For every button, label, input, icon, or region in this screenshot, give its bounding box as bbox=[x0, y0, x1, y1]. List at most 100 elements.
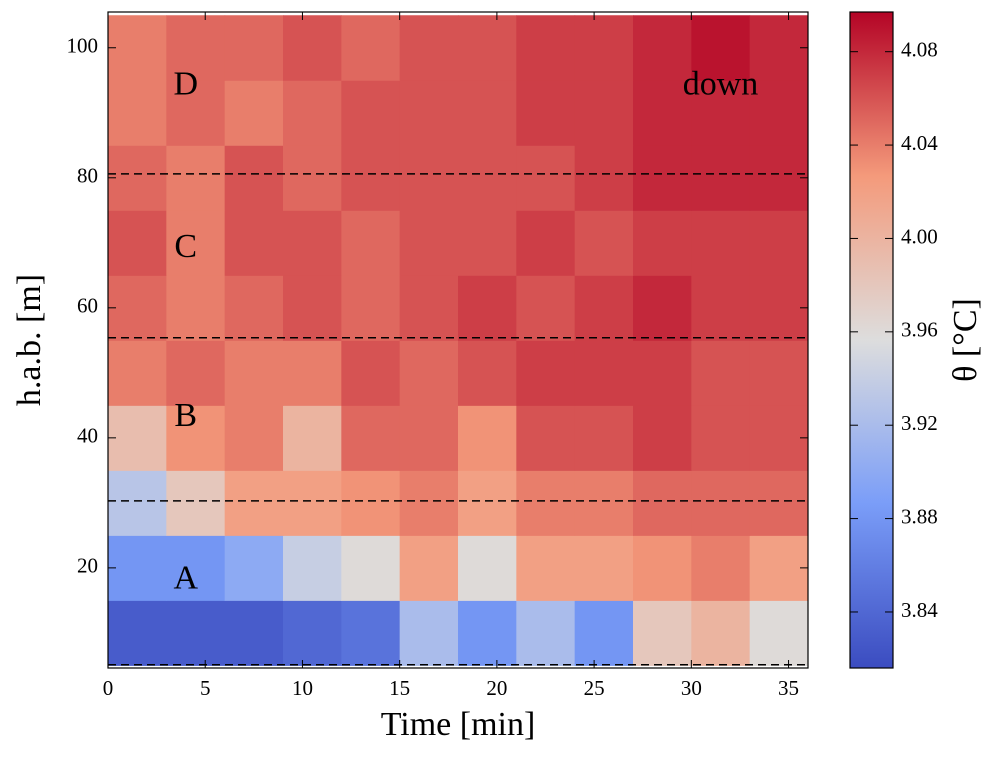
heat-cell bbox=[166, 405, 226, 471]
colorbar-tick-label: 3.88 bbox=[901, 504, 938, 528]
heat-cell bbox=[633, 210, 692, 276]
heat-cell bbox=[458, 15, 517, 81]
heat-cell bbox=[574, 275, 634, 341]
heat-cell bbox=[691, 275, 751, 341]
heat-cell bbox=[458, 470, 517, 536]
heat-cell bbox=[633, 535, 692, 601]
heat-cell bbox=[633, 340, 692, 406]
x-tick-label: 30 bbox=[681, 676, 702, 700]
heat-cell bbox=[108, 600, 167, 666]
heat-cell bbox=[516, 210, 576, 276]
heat-cell bbox=[516, 340, 576, 406]
heat-cell bbox=[458, 535, 517, 601]
heat-cell bbox=[166, 275, 226, 341]
heat-cell bbox=[283, 535, 342, 601]
heat-cell bbox=[341, 470, 401, 536]
heat-cell bbox=[633, 600, 692, 666]
heat-cell bbox=[749, 145, 808, 211]
y-tick-label: 20 bbox=[77, 554, 98, 578]
heat-cell bbox=[224, 80, 284, 146]
heat-cell bbox=[166, 340, 226, 406]
heat-cell bbox=[574, 600, 634, 666]
heat-cell bbox=[341, 405, 401, 471]
heat-cell bbox=[458, 80, 517, 146]
annotation: C bbox=[174, 228, 197, 265]
heat-cell bbox=[108, 80, 167, 146]
heat-cell bbox=[399, 145, 459, 211]
heat-cell bbox=[399, 15, 459, 81]
heat-cell bbox=[574, 405, 634, 471]
heat-cell bbox=[341, 80, 401, 146]
heat-cell bbox=[691, 470, 751, 536]
heat-cell bbox=[691, 145, 751, 211]
x-tick-label: 20 bbox=[486, 676, 507, 700]
heat-cell bbox=[283, 80, 342, 146]
heat-cell bbox=[574, 340, 634, 406]
y-tick-label: 40 bbox=[77, 424, 98, 448]
heat-cell bbox=[224, 535, 284, 601]
heat-cell bbox=[224, 600, 284, 666]
heat-cell bbox=[691, 210, 751, 276]
heat-cell bbox=[749, 80, 808, 146]
heat-cell bbox=[574, 535, 634, 601]
heat-cell bbox=[516, 470, 576, 536]
heat-cell bbox=[166, 145, 226, 211]
heat-cell bbox=[108, 470, 167, 536]
x-tick-label: 35 bbox=[778, 676, 799, 700]
heat-cell bbox=[166, 470, 226, 536]
heat-cell bbox=[399, 405, 459, 471]
heat-cell bbox=[691, 600, 751, 666]
heat-cell bbox=[749, 210, 808, 276]
x-axis-label: Time [min] bbox=[381, 706, 536, 743]
heat-cell bbox=[458, 600, 517, 666]
heat-cell bbox=[224, 340, 284, 406]
heat-cell bbox=[458, 145, 517, 211]
heat-cell bbox=[108, 145, 167, 211]
heat-cell bbox=[516, 15, 576, 81]
heat-cell bbox=[399, 600, 459, 666]
heat-cell bbox=[749, 535, 808, 601]
heat-cell bbox=[224, 470, 284, 536]
heat-cell bbox=[574, 145, 634, 211]
annotation: D bbox=[173, 66, 198, 103]
colorbar-label: θ [°C] bbox=[947, 298, 984, 382]
heat-cell bbox=[399, 80, 459, 146]
heat-cell bbox=[516, 275, 576, 341]
heat-cell bbox=[574, 470, 634, 536]
heat-cell bbox=[341, 275, 401, 341]
heat-cell bbox=[749, 340, 808, 406]
heat-cell bbox=[224, 405, 284, 471]
heat-cell bbox=[574, 15, 634, 81]
heat-cell bbox=[166, 600, 226, 666]
colorbar-tick-label: 3.84 bbox=[901, 598, 938, 622]
heat-cell bbox=[691, 340, 751, 406]
heat-cell bbox=[283, 600, 342, 666]
heat-cell bbox=[633, 275, 692, 341]
x-tick-label: 5 bbox=[200, 676, 211, 700]
heat-cell bbox=[224, 15, 284, 81]
heat-cell bbox=[341, 340, 401, 406]
heat-cell bbox=[224, 275, 284, 341]
heat-cell bbox=[341, 15, 401, 81]
heat-cell bbox=[341, 600, 401, 666]
heat-cell bbox=[691, 405, 751, 471]
annotation: down bbox=[683, 66, 759, 103]
heat-cell bbox=[283, 15, 342, 81]
heat-cell bbox=[691, 15, 751, 81]
heat-cell bbox=[341, 210, 401, 276]
x-tick-label: 10 bbox=[292, 676, 313, 700]
heatmap bbox=[108, 15, 808, 666]
heat-cell bbox=[749, 470, 808, 536]
heat-cell bbox=[516, 80, 576, 146]
y-tick-label: 100 bbox=[67, 34, 99, 58]
heat-cell bbox=[399, 535, 459, 601]
y-axis-label: h.a.b. [m] bbox=[11, 274, 48, 406]
colorbar-tick-label: 4.00 bbox=[901, 224, 938, 248]
heat-cell bbox=[399, 210, 459, 276]
colorbar-tick-label: 3.92 bbox=[901, 411, 938, 435]
heat-cell bbox=[341, 145, 401, 211]
heat-cell bbox=[458, 340, 517, 406]
heat-cell bbox=[574, 80, 634, 146]
heat-cell bbox=[283, 210, 342, 276]
